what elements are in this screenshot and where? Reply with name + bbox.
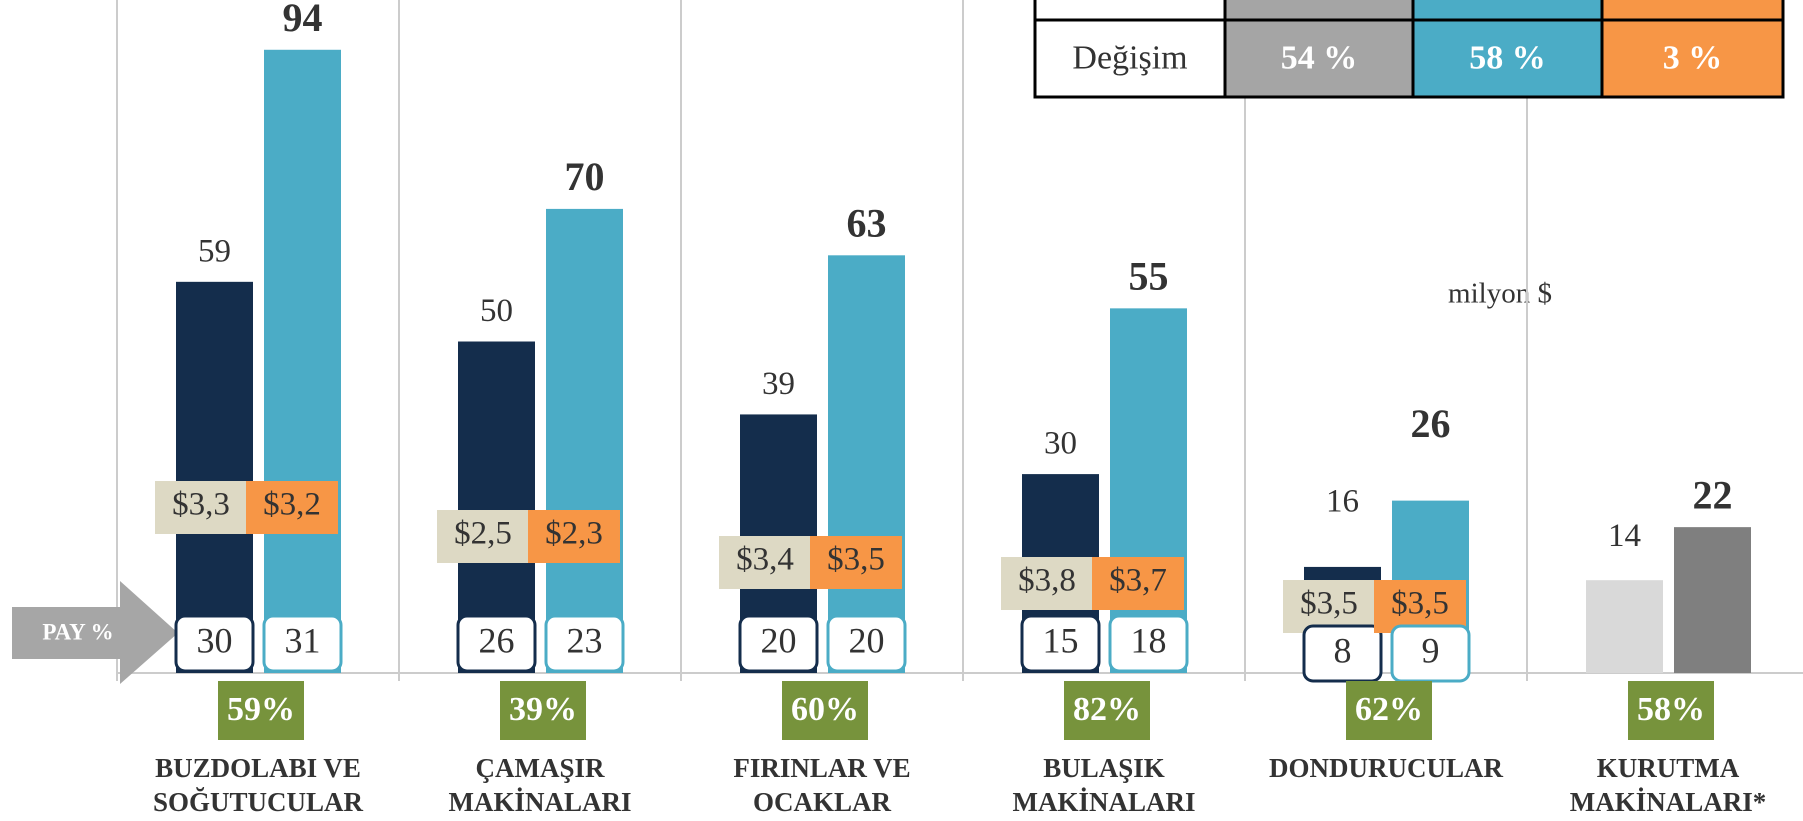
share-value: 31: [285, 620, 321, 660]
x-tick-label: MAKİNALARI: [448, 787, 631, 817]
price-label: $3,3: [172, 487, 230, 523]
table-cell: [1223, 0, 1415, 22]
price-label: $2,5: [454, 516, 512, 552]
x-tick-label: KURUTMA: [1597, 753, 1740, 783]
share-value: 18: [1131, 620, 1167, 660]
growth-label: 39%: [509, 691, 577, 728]
value-label: 39: [762, 366, 795, 402]
growth-label: 58%: [1637, 691, 1705, 728]
table-cell: [1600, 0, 1785, 22]
price-box: [1001, 557, 1093, 610]
table-value: 54 %: [1281, 39, 1358, 76]
share-box: [456, 614, 537, 673]
x-tick-label: MAKİNALARI: [1012, 787, 1195, 817]
price-box: [437, 510, 529, 563]
bar: [1586, 580, 1663, 673]
bar: [264, 49, 341, 673]
table-row-label: Değişim: [1072, 39, 1187, 76]
value-label: 59: [198, 233, 231, 269]
share-box: [738, 614, 819, 673]
price-label: $3,8: [1018, 563, 1076, 599]
value-label: 26: [1411, 401, 1451, 446]
share-value: 20: [761, 620, 797, 660]
price-label: $3,5: [1391, 586, 1449, 622]
share-label: PAY %: [42, 619, 113, 644]
share-box: [174, 614, 255, 673]
share-box: [1020, 614, 1101, 673]
annotation: milyon $: [1448, 278, 1552, 310]
value-label: 30: [1044, 426, 1077, 462]
share-value: 15: [1043, 620, 1079, 660]
table-cell: [1411, 0, 1604, 22]
value-label: 55: [1129, 254, 1169, 299]
price-box: [1092, 557, 1184, 610]
price-label: $3,4: [736, 542, 794, 578]
share-box: [1108, 614, 1189, 673]
share-value: 26: [479, 620, 515, 660]
table-cell: [1033, 18, 1227, 99]
growth-box: [782, 681, 868, 740]
share-value: 20: [849, 620, 885, 660]
growth-box: [500, 681, 586, 740]
value-label: 14: [1608, 518, 1641, 554]
share-box: [544, 614, 625, 673]
x-tick-label: FIRINLAR VE: [733, 753, 910, 783]
x-tick-label: ÇAMAŞIR: [475, 753, 605, 783]
table-value: 3 %: [1663, 39, 1723, 76]
bar: [176, 281, 253, 673]
x-tick-label: OCAKLAR: [753, 787, 892, 817]
price-box: [155, 481, 247, 534]
x-tick-label: BULAŞIK: [1043, 753, 1165, 783]
share-value: 8: [1334, 630, 1352, 670]
share-value: 30: [197, 620, 233, 660]
price-label: $2,3: [545, 516, 603, 552]
value-label: 22: [1693, 472, 1733, 517]
value-label: 50: [480, 293, 513, 329]
share-value: 23: [567, 620, 603, 660]
value-label: 70: [565, 154, 605, 199]
growth-box: [1628, 681, 1714, 740]
price-label: $3,7: [1109, 563, 1167, 599]
table-cell: [1223, 18, 1415, 99]
bar: [828, 255, 905, 673]
growth-label: 82%: [1073, 691, 1141, 728]
price-label: $3,5: [827, 542, 885, 578]
x-tick-label: SOĞUTUCULAR: [153, 787, 364, 817]
price-box: [719, 536, 811, 589]
share-arrow: [12, 581, 178, 684]
table-value: 58 %: [1469, 39, 1546, 76]
price-label: $3,5: [1300, 586, 1358, 622]
share-box: [1302, 624, 1383, 683]
price-box: [1374, 580, 1466, 633]
share-box: [826, 614, 907, 673]
price-label: $3,2: [263, 487, 321, 523]
growth-box: [218, 681, 304, 740]
growth-box: [1064, 681, 1150, 740]
bar: [546, 208, 623, 673]
value-label: 94: [283, 0, 323, 40]
x-tick-label: DONDURUCULAR: [1269, 753, 1503, 783]
growth-box: [1346, 681, 1432, 740]
bar: [1674, 527, 1751, 673]
value-label: 16: [1326, 483, 1359, 519]
table-cell: [1411, 18, 1604, 99]
price-box: [246, 481, 338, 534]
growth-label: 60%: [791, 691, 859, 728]
table-cell: [1600, 18, 1785, 99]
growth-label: 62%: [1355, 691, 1423, 728]
bar: [1110, 308, 1187, 673]
price-box: [1283, 580, 1375, 633]
table-cell: [1033, 0, 1227, 22]
value-label: 63: [847, 200, 887, 245]
price-box: [528, 510, 620, 563]
x-tick-label: MAKİNALARI*: [1570, 787, 1767, 817]
x-tick-label: BUZDOLABI VE: [155, 753, 361, 783]
share-box: [262, 614, 343, 673]
growth-label: 59%: [227, 691, 295, 728]
price-box: [810, 536, 902, 589]
share-value: 9: [1422, 630, 1440, 670]
